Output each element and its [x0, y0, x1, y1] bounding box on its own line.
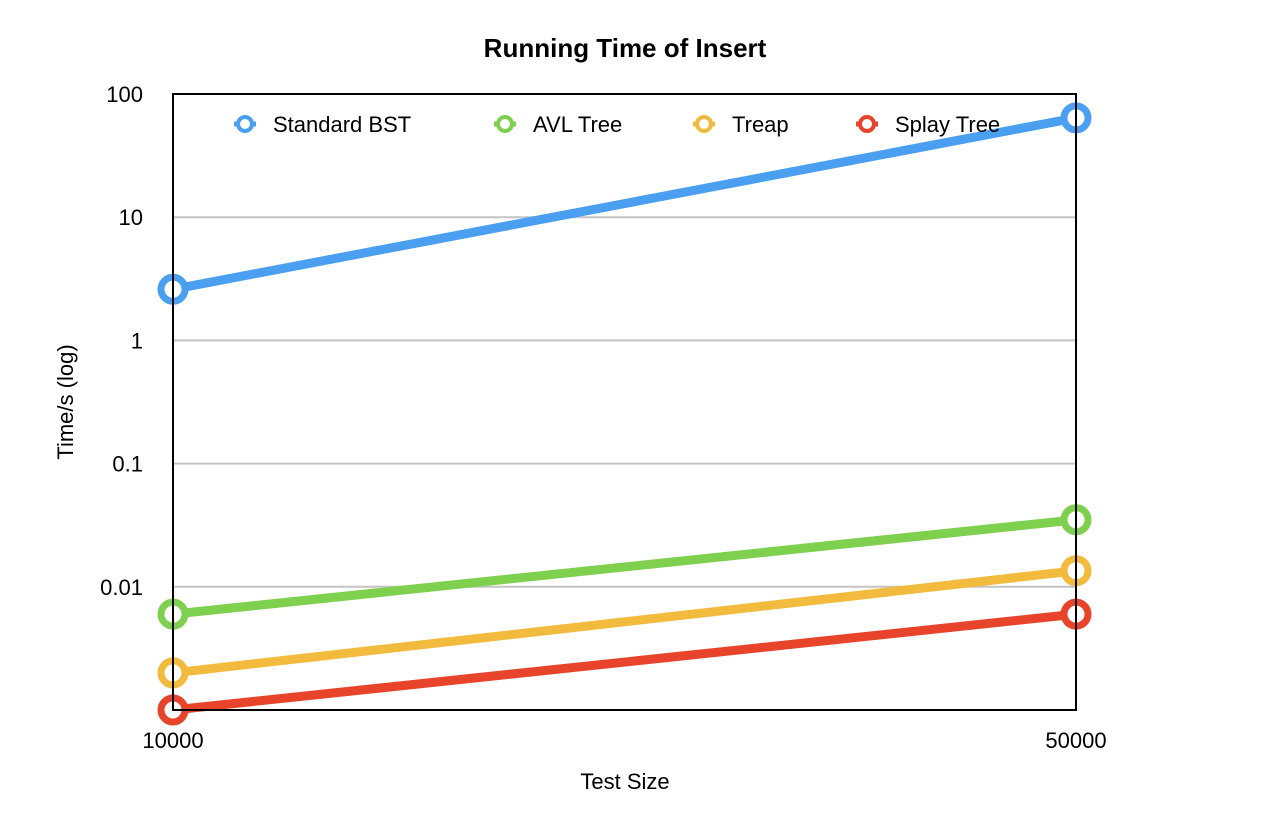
legend-marker [496, 115, 514, 133]
legend-item: Treap [693, 112, 789, 137]
legend-marker [695, 115, 713, 133]
x-axis-ticks: 10000 50000 [142, 728, 1106, 753]
y-axis-ticks: 100 10 1 0.1 0.01 [100, 82, 143, 600]
series-line [168, 515, 1081, 619]
series-line [168, 566, 1081, 678]
plot-frame [172, 93, 1077, 711]
y-tick-label: 10 [119, 205, 143, 230]
legend-item: AVL Tree [494, 112, 622, 137]
series-layer [157, 102, 1092, 726]
chart-title: Running Time of Insert [484, 33, 767, 63]
legend-marker [858, 115, 876, 133]
x-tick-label: 50000 [1045, 728, 1106, 753]
y-tick-label: 100 [106, 82, 143, 107]
legend-label: AVL Tree [533, 112, 622, 137]
y-tick-label: 1 [131, 328, 143, 353]
series-line [168, 113, 1081, 294]
y-tick-label: 0.1 [112, 452, 143, 477]
legend-label: Treap [732, 112, 789, 137]
legend-item: Splay Tree [856, 112, 1000, 137]
legend: Standard BST AVL Tree Treap Splay Tree [234, 112, 1000, 137]
legend-label: Splay Tree [895, 112, 1000, 137]
legend-marker [236, 115, 254, 133]
x-tick-label: 10000 [142, 728, 203, 753]
x-axis-label: Test Size [580, 769, 669, 794]
legend-label: Standard BST [273, 112, 411, 137]
legend-item: Standard BST [234, 112, 411, 137]
series-line [168, 609, 1081, 715]
y-tick-label: 0.01 [100, 575, 143, 600]
series [157, 504, 1092, 630]
y-axis-label: Time/s (log) [53, 344, 78, 459]
